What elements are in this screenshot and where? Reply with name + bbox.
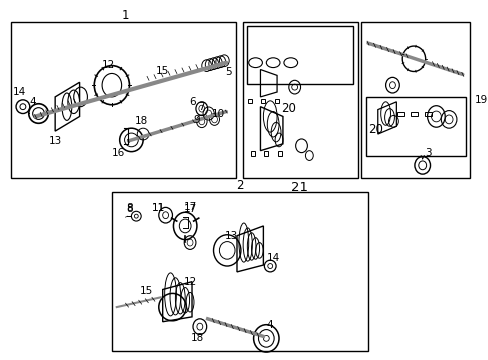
Text: 17: 17 [183, 202, 196, 212]
Bar [11, 22, 236, 178]
Text: 13: 13 [224, 231, 237, 241]
Text: 11: 11 [152, 203, 165, 213]
Text: 1: 1 [122, 9, 129, 22]
Text: 16: 16 [112, 148, 125, 158]
Text: 19: 19 [473, 95, 487, 105]
Text: 2: 2 [236, 179, 243, 192]
Bar [246, 26, 353, 84]
Text: 12: 12 [183, 277, 196, 287]
Text: 4: 4 [266, 320, 273, 330]
Text: 13: 13 [48, 136, 61, 146]
Text: 8: 8 [126, 203, 133, 213]
Text: 15: 15 [139, 287, 152, 296]
Text: 14: 14 [266, 253, 279, 263]
Text: 17: 17 [183, 204, 196, 214]
Bar [112, 192, 367, 351]
Text: 8: 8 [126, 204, 133, 214]
Text: 11: 11 [152, 203, 165, 213]
Text: 15: 15 [156, 66, 169, 76]
Text: 20: 20 [367, 123, 383, 136]
Text: 3: 3 [425, 148, 431, 158]
Text: 14: 14 [12, 87, 25, 97]
Bar [366, 97, 465, 156]
Bar [243, 22, 358, 178]
Text: 5: 5 [224, 67, 231, 77]
Text: 9: 9 [193, 115, 200, 125]
Text: 6: 6 [189, 97, 196, 107]
Text: 21: 21 [290, 181, 307, 194]
Text: 20: 20 [281, 102, 296, 115]
Bar [361, 22, 468, 178]
Text: 10: 10 [211, 108, 224, 118]
Text: 4: 4 [29, 97, 36, 107]
Text: 12: 12 [102, 60, 115, 69]
Text: 18: 18 [191, 333, 204, 343]
Text: 18: 18 [134, 116, 147, 126]
Text: 7: 7 [198, 102, 204, 112]
